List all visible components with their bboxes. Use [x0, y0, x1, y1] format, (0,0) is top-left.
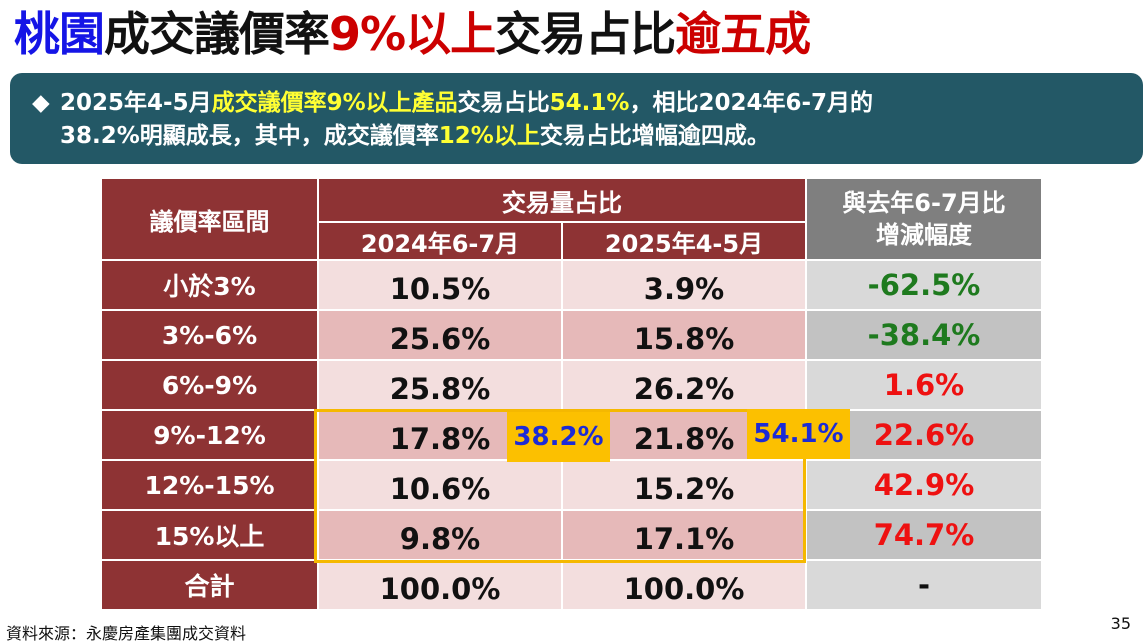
row-label: 12%-15%	[100, 459, 319, 511]
summary-text: 交易占比增幅逾四成。	[539, 123, 770, 149]
change-value: 22.6%	[805, 409, 1043, 461]
value-2025: 17.1%	[633, 522, 735, 556]
row-label: 3%-6%	[100, 309, 319, 361]
page-number: 35	[1110, 614, 1131, 633]
header-2025: 2025年4-5月	[561, 221, 807, 261]
header-transaction-share: 交易量占比	[317, 177, 807, 223]
table-row: 12%-15% 10.6% 15.2% 42.9%	[100, 459, 1043, 511]
source-note: 資料來源：永慶房產集團成交資料	[6, 624, 247, 643]
value-2024: 10.6%	[389, 472, 491, 506]
change-value: -	[805, 559, 1043, 611]
row-label: 9%-12%	[100, 409, 319, 461]
change-value: 42.9%	[805, 459, 1043, 511]
title-segment-3: 交易占比	[495, 7, 676, 61]
value-2024: 25.6%	[389, 322, 491, 356]
row-label: 小於3%	[100, 259, 319, 311]
table-row: 小於3% 10.5% 3.9% -62.5%	[100, 259, 1043, 311]
header-change-line-2: 增減幅度	[876, 221, 972, 249]
row-label: 6%-9%	[100, 359, 319, 411]
value-2025: 3.9%	[643, 272, 725, 306]
table-row: 6%-9% 25.8% 26.2% 1.6%	[100, 359, 1043, 411]
header-change-rate: 與去年6-7月比 增減幅度	[805, 177, 1043, 261]
title-region: 桃園	[14, 7, 105, 61]
page-title: 桃園成交議價率9%以上交易占比逾五成	[14, 2, 811, 66]
summary-text: 38.2%明顯成長，其中，成交議價率	[60, 123, 439, 149]
row-label: 15%以上	[100, 509, 319, 561]
change-value: -38.4%	[805, 309, 1043, 361]
title-segment-4: 逾五成	[675, 7, 811, 61]
header-2024: 2024年6-7月	[317, 221, 563, 261]
value-2025: 15.2%	[633, 472, 735, 506]
value-2025: 26.2%	[633, 372, 735, 406]
header-bargain-rate-range: 議價率區間	[100, 177, 319, 261]
summary-highlight: 54.1%	[549, 90, 630, 116]
diamond-bullet-icon: ◆	[32, 90, 50, 116]
value-2025: 15.8%	[633, 322, 735, 356]
summary-box: ◆ 2025年4-5月成交議價率9%以上產品交易占比54.1%，相比2024年6-…	[10, 73, 1143, 164]
title-segment-1: 成交議價率	[104, 7, 330, 61]
summary-text: ，相比2024年6-7月的	[629, 90, 874, 116]
row-label: 合計	[100, 559, 319, 611]
summary-line-2: 38.2%明顯成長，其中，成交議價率12%以上交易占比增幅逾四成。	[32, 120, 1133, 153]
summary-highlight: 12%以上	[438, 123, 540, 149]
header-change-line-1: 與去年6-7月比	[842, 189, 1006, 217]
summary-text: 2025年4-5月	[60, 90, 212, 116]
change-value: -62.5%	[805, 259, 1043, 311]
change-value: 1.6%	[805, 359, 1043, 411]
table-row: 15%以上 9.8% 17.1% 74.7%	[100, 509, 1043, 561]
table-row-total: 合計 100.0% 100.0% -	[100, 559, 1043, 611]
value-2024: 100.0%	[379, 572, 501, 606]
change-value: 74.7%	[805, 509, 1043, 561]
table-row: 3%-6% 25.6% 15.8% -38.4%	[100, 309, 1043, 361]
summary-line-1: ◆ 2025年4-5月成交議價率9%以上產品交易占比54.1%，相比2024年6-…	[32, 87, 1133, 120]
value-2024: 9.8%	[399, 522, 481, 556]
value-2024: 25.8%	[389, 372, 491, 406]
callout-2024-sum: 38.2%	[507, 412, 610, 462]
summary-text: 交易占比	[457, 90, 550, 116]
value-2024: 10.5%	[389, 272, 491, 306]
value-2025: 100.0%	[623, 572, 745, 606]
value-2024: 17.8%	[389, 422, 491, 456]
title-segment-2: 9%以上	[329, 7, 496, 61]
callout-2025-sum: 54.1%	[747, 409, 850, 459]
bargain-rate-table: 議價率區間 交易量占比 與去年6-7月比 增減幅度 2024年6-7月 2025年…	[100, 177, 1043, 611]
summary-highlight: 成交議價率9%以上產品	[211, 90, 458, 116]
value-2025: 21.8%	[633, 422, 735, 456]
